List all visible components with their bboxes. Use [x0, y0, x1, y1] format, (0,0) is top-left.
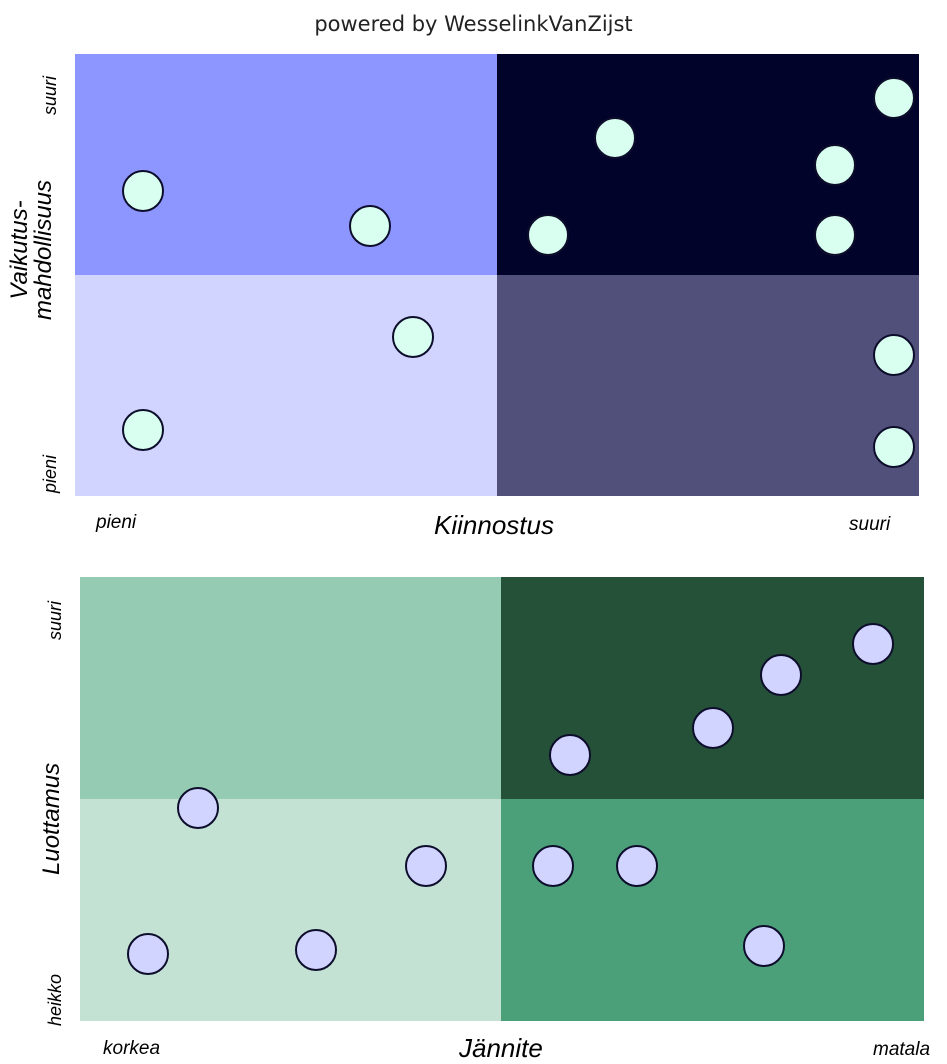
stakeholder-dot — [872, 426, 915, 469]
quadrant-bottom-right — [497, 275, 919, 496]
stakeholder-dot — [295, 928, 338, 971]
quadrant-top-left — [75, 54, 497, 275]
y-axis-low-label-2: heikko — [45, 973, 65, 1026]
quadrant-top-left — [80, 577, 501, 799]
stakeholder-dot — [548, 733, 591, 776]
stakeholder-dot — [872, 333, 915, 376]
stakeholder-dot — [391, 315, 434, 358]
stakeholder-dot — [526, 214, 569, 257]
stakeholder-dot — [126, 933, 169, 976]
y-axis-title-2: Luottamus — [38, 762, 65, 875]
x-axis-low-label-2: korkea — [103, 1038, 161, 1059]
x-axis-high-label-2: matala — [873, 1039, 931, 1060]
stakeholder-dot — [121, 408, 164, 451]
stakeholder-dot — [692, 706, 734, 749]
stakeholder-dot — [742, 924, 785, 967]
y-axis-title: Vaikutus- mahdollisuus — [6, 125, 57, 375]
y-axis-high-label-2: suuri — [45, 600, 65, 640]
stakeholder-dot — [594, 116, 637, 159]
powered-by-header: powered by WesselinkVanZijst — [314, 12, 633, 36]
stakeholder-dot — [813, 143, 856, 186]
x-axis-title: Kiinnostus — [434, 510, 554, 540]
y-axis-low-label: pieni — [40, 454, 60, 493]
quadrant-bottom-left — [80, 799, 501, 1021]
y-axis-high-label: suuri — [40, 75, 60, 115]
stakeholder-dot — [616, 844, 659, 887]
stakeholder-dot — [531, 844, 574, 887]
matrix-trust-tension — [80, 577, 924, 1021]
x-axis-low-label: pieni — [96, 512, 137, 533]
quadrant-bottom-left — [75, 275, 497, 496]
matrix-influence-interest — [75, 54, 919, 496]
stakeholder-dot — [349, 205, 392, 248]
stakeholder-dot — [813, 214, 856, 257]
stakeholder-dot — [121, 170, 164, 213]
stakeholder-dot — [852, 622, 895, 665]
x-axis-title-2: Jännite — [459, 1033, 543, 1063]
stakeholder-dot — [405, 844, 448, 887]
stakeholder-dot — [759, 653, 802, 696]
quadrant-bottom-right — [501, 799, 924, 1021]
x-axis-high-label: suuri — [849, 514, 891, 535]
y-axis-title-line2: mahdollisuus — [30, 179, 57, 321]
stakeholder-dot — [872, 77, 915, 120]
y-axis-title-line1: Vaikutus- — [6, 200, 33, 300]
stakeholder-dot — [177, 786, 220, 829]
